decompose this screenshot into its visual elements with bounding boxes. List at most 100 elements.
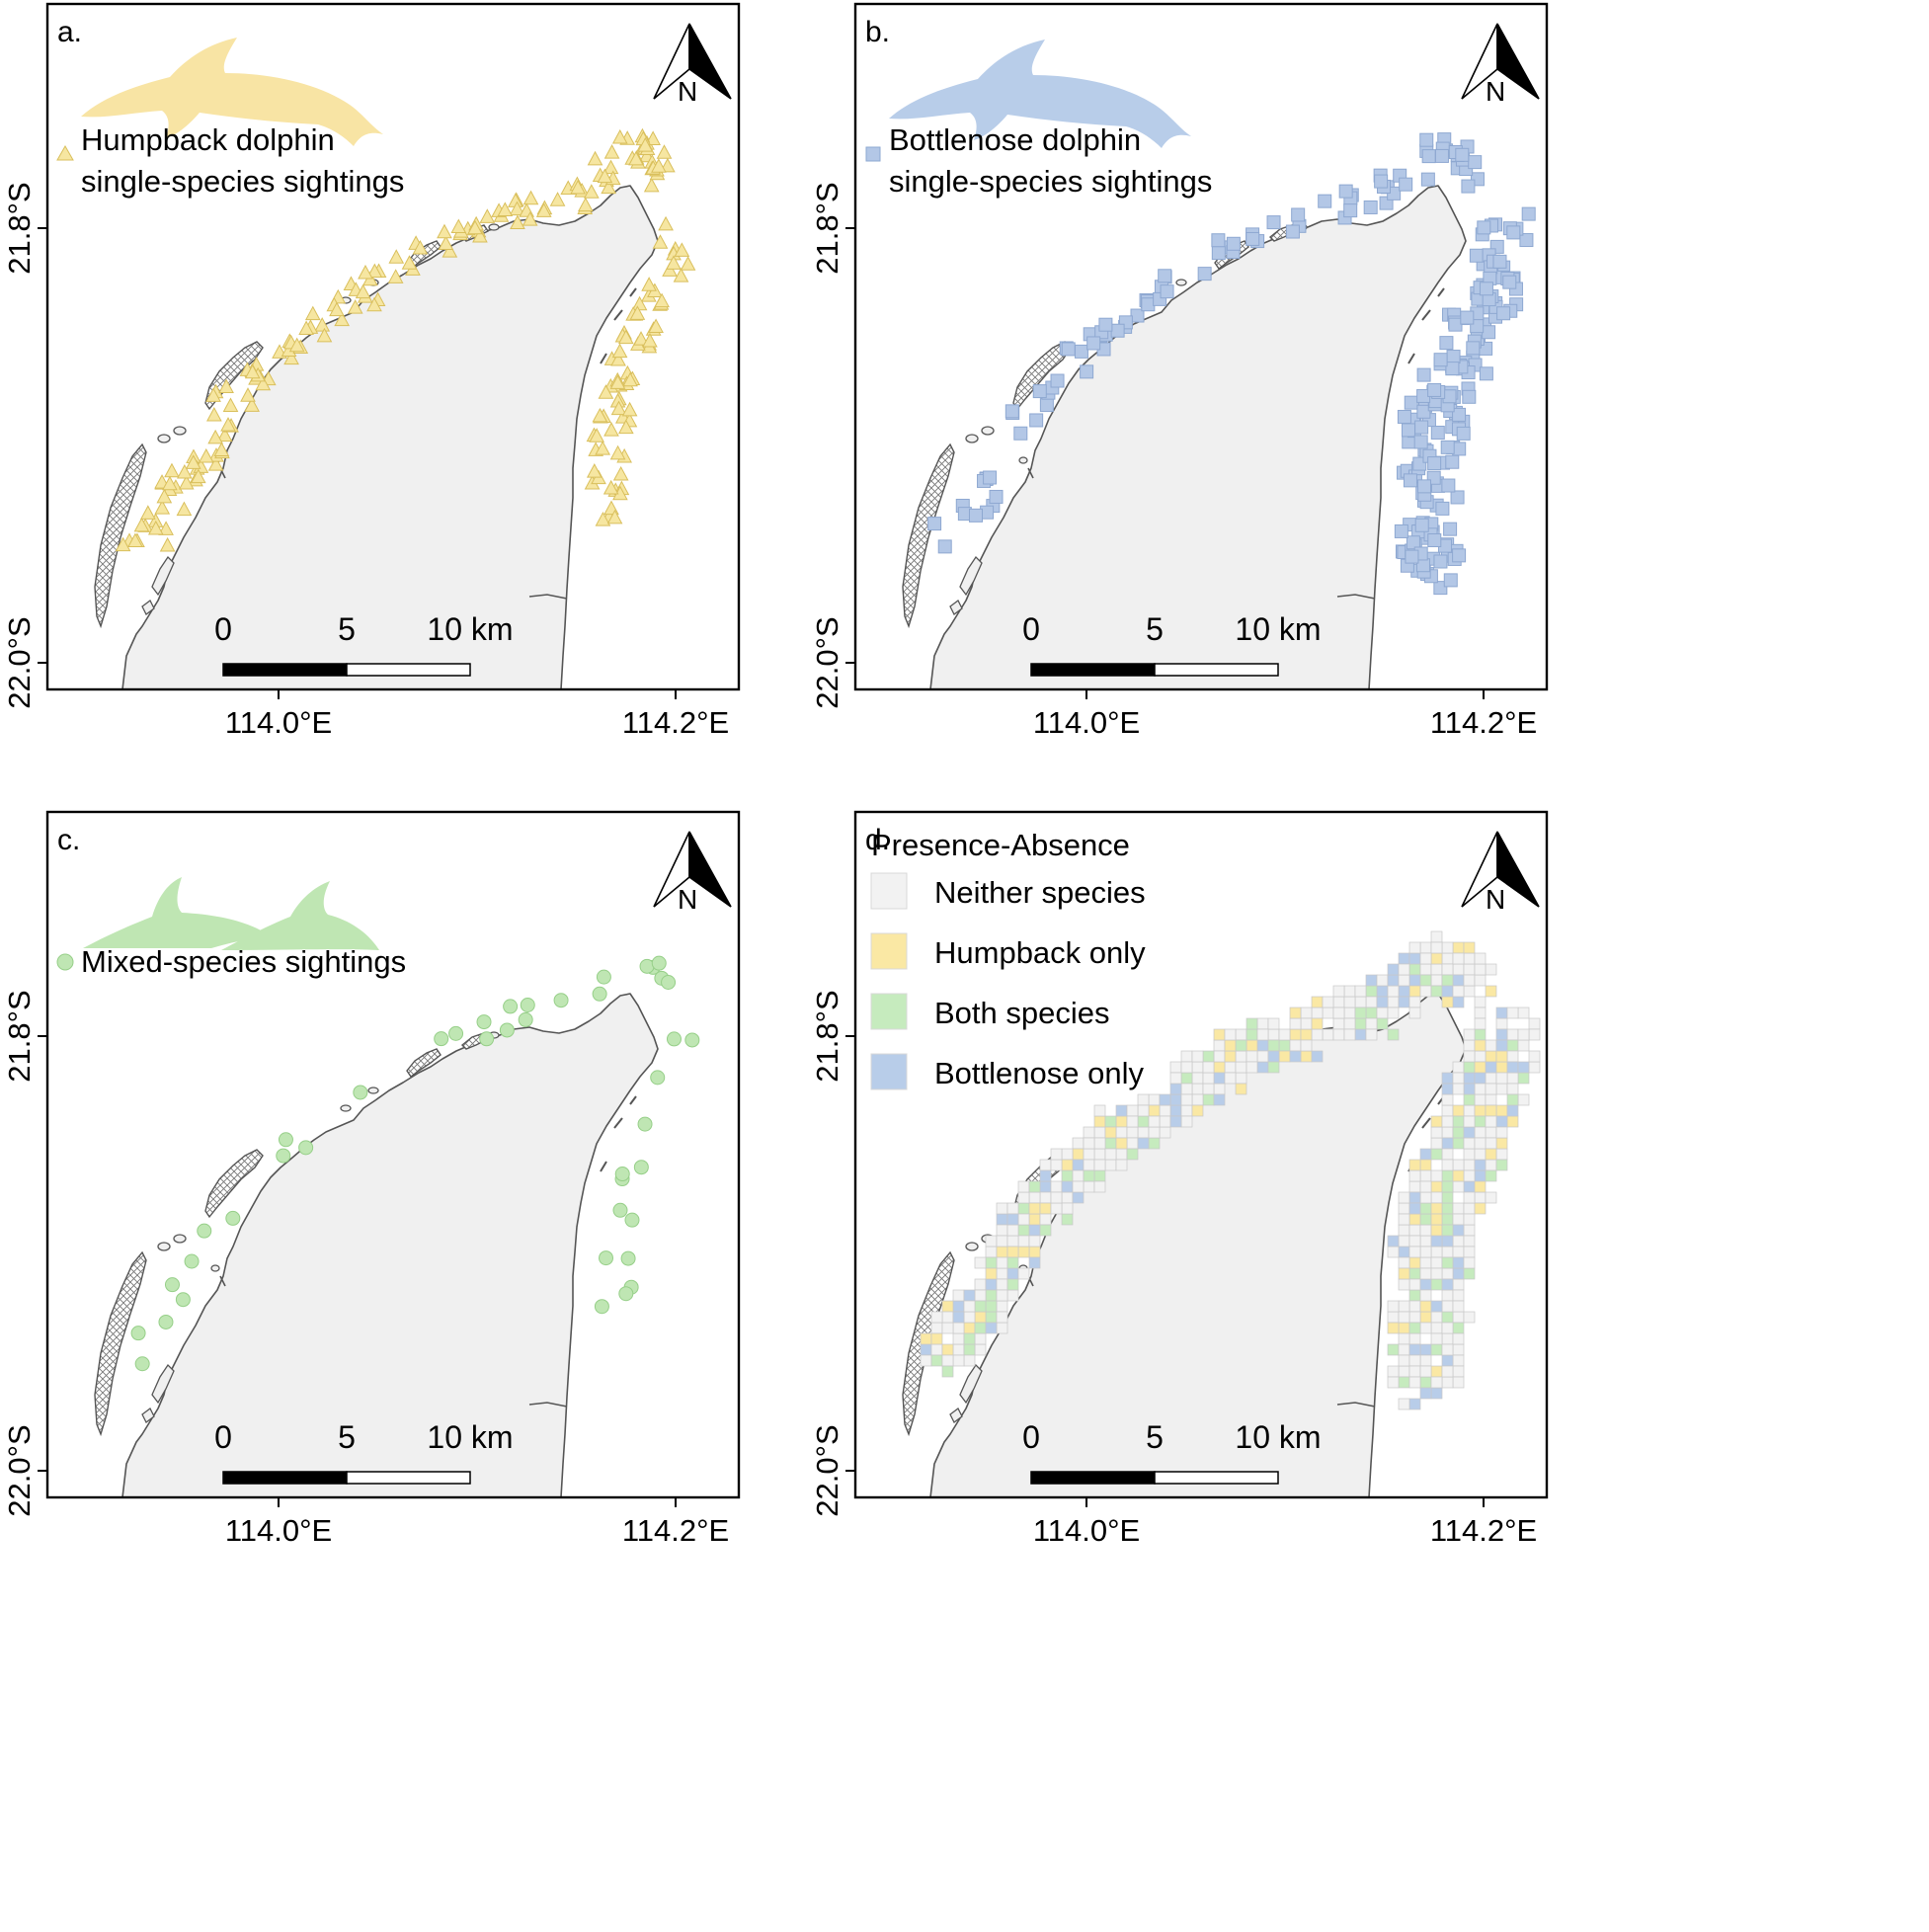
grid-cell — [1495, 1104, 1508, 1117]
sighting-marker — [927, 517, 942, 531]
grid-cell — [1202, 1072, 1215, 1085]
panel-frame — [853, 2, 1549, 691]
grid-cell — [1202, 1093, 1215, 1106]
grid-cell — [952, 1322, 965, 1334]
grid-cell — [1452, 1267, 1465, 1280]
grid-cell — [1311, 1028, 1324, 1041]
grid-cell — [1419, 1246, 1432, 1258]
sighting-marker — [1440, 440, 1455, 454]
grid-cell — [1474, 1169, 1487, 1182]
grid-cell — [1506, 1093, 1519, 1106]
grid-cell — [1213, 1061, 1226, 1074]
sighting-marker — [479, 208, 496, 223]
grid-cell — [1169, 1072, 1182, 1085]
grid-cell — [930, 1343, 943, 1356]
grid-cell — [952, 1332, 965, 1345]
sighting-marker — [603, 144, 620, 159]
grid-cell — [1332, 1006, 1345, 1019]
sighting-marker — [1414, 518, 1429, 532]
sighting-marker — [127, 532, 143, 548]
grid-cell — [1104, 1126, 1117, 1139]
sighting-marker — [197, 1223, 212, 1239]
grid-cell — [1419, 1376, 1432, 1389]
grid-cell — [952, 1311, 965, 1324]
grid-cell — [920, 1354, 932, 1367]
grid-cell — [1115, 1137, 1128, 1150]
grid-cell — [1137, 1115, 1150, 1128]
grid-cell — [1148, 1093, 1161, 1106]
grid-cell — [1006, 1256, 1019, 1269]
sighting-marker — [1450, 490, 1465, 505]
grid-cell — [1419, 1289, 1432, 1302]
grid-cell — [1408, 1343, 1421, 1356]
grid-cell — [1452, 1083, 1465, 1095]
grid-cell — [1398, 1332, 1410, 1345]
grid-cell — [1343, 1028, 1356, 1041]
grid-cell — [941, 1343, 954, 1356]
grid-cell — [1419, 1365, 1432, 1378]
grid-cell — [1452, 1343, 1465, 1356]
sighting-marker — [334, 311, 350, 327]
grid-cell — [1430, 1256, 1443, 1269]
grid-cell — [1300, 1028, 1313, 1041]
grid-cell — [1398, 1224, 1410, 1237]
sighting-marker — [642, 332, 658, 348]
grid-cell — [1213, 1083, 1226, 1095]
grid-cell — [1311, 1006, 1324, 1019]
grid-cell — [1137, 1137, 1150, 1150]
grid-cell — [1452, 1300, 1465, 1313]
x-tick-label: 114.0°E — [225, 705, 332, 740]
grid-cell — [1398, 996, 1410, 1008]
sighting-marker — [207, 456, 224, 471]
sighting-marker — [1446, 350, 1461, 364]
grid-cell — [1452, 1289, 1465, 1302]
grid-cell — [1408, 1256, 1421, 1269]
sighting-marker — [1433, 353, 1448, 367]
grid-cell — [1441, 1289, 1454, 1302]
grid-cell — [1343, 1006, 1356, 1019]
sighting-marker — [611, 128, 628, 144]
grid-cell — [1072, 1159, 1085, 1171]
sighting-marker — [510, 214, 525, 229]
grid-cell — [1452, 1061, 1465, 1074]
grid-cell — [1474, 1017, 1487, 1030]
grid-cell — [1050, 1202, 1063, 1215]
grid-cell — [1387, 1343, 1400, 1356]
grid-cell — [1256, 1061, 1269, 1074]
sighting-marker — [680, 256, 696, 271]
sighting-marker — [1338, 184, 1353, 199]
grid-cell — [1006, 1246, 1019, 1258]
grid-cell — [1452, 1311, 1465, 1324]
sighting-marker — [522, 190, 539, 205]
sighting-marker — [603, 479, 619, 495]
grid-cell — [1137, 1093, 1150, 1106]
scale-bar: 0 5 10 km — [1022, 1419, 1322, 1485]
grid-cell — [1441, 941, 1454, 954]
grid-cell — [1246, 1017, 1258, 1030]
grid-cell — [941, 1365, 954, 1378]
sighting-marker — [1406, 535, 1420, 550]
grid-cell — [1093, 1180, 1106, 1193]
grid-cell — [1006, 1289, 1019, 1302]
grid-cell — [1006, 1235, 1019, 1248]
grid-cell — [1441, 1246, 1454, 1258]
grid-cell — [1191, 1061, 1204, 1074]
grid-cell — [1213, 1028, 1226, 1041]
grid-cell — [1180, 1115, 1193, 1128]
sighting-marker — [612, 1202, 628, 1218]
grid-cell — [1332, 1017, 1345, 1030]
grid-cell — [963, 1343, 976, 1356]
grid-cell — [985, 1256, 998, 1269]
grid-cell — [920, 1343, 932, 1356]
sighting-marker — [499, 1022, 515, 1038]
sighting-marker — [175, 1292, 191, 1308]
grid-cell — [1398, 1376, 1410, 1389]
sighting-marker — [1401, 423, 1415, 438]
grid-cell — [1474, 1137, 1487, 1150]
grid-cell — [1474, 1006, 1487, 1019]
grid-cell — [996, 1267, 1008, 1280]
grid-cell — [1148, 1137, 1161, 1150]
sighting-marker — [1211, 246, 1226, 261]
grid-cell — [1115, 1159, 1128, 1171]
grid-cell — [1387, 1376, 1400, 1389]
